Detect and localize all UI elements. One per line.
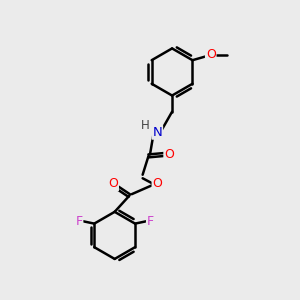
Text: F: F [75, 215, 82, 228]
Text: O: O [108, 177, 118, 190]
Text: N: N [152, 126, 162, 139]
Text: O: O [206, 48, 216, 62]
Text: H: H [141, 119, 149, 132]
Text: O: O [152, 177, 162, 190]
Text: O: O [164, 148, 174, 161]
Text: F: F [147, 215, 154, 228]
